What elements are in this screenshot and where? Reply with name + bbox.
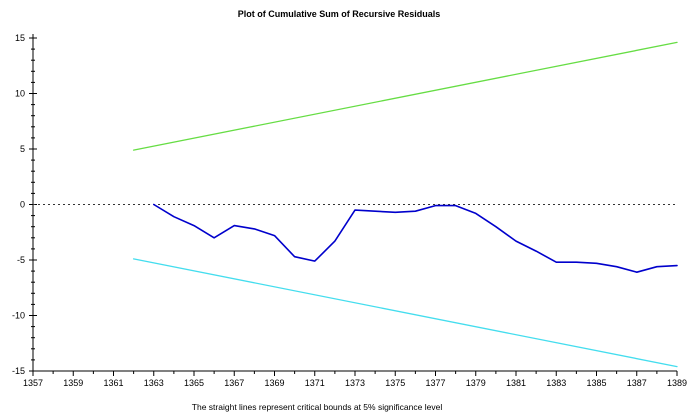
y-tick-label: 15 (15, 33, 25, 43)
x-tick-label: 1381 (506, 378, 526, 388)
x-tick-label: 1367 (224, 378, 244, 388)
x-tick-label: 1365 (184, 378, 204, 388)
x-tick-label: 1383 (546, 378, 566, 388)
upper-bound-line (132, 41, 678, 151)
x-tick-label: 1385 (586, 378, 606, 388)
y-tick-label: 0 (20, 200, 25, 210)
y-tick-label: -15 (12, 366, 25, 376)
x-tick-label: 1371 (305, 378, 325, 388)
cusum-line (153, 203, 678, 274)
x-tick-label: 1357 (23, 378, 43, 388)
x-tick-label: 1377 (425, 378, 445, 388)
x-tick-label: 1379 (466, 378, 486, 388)
x-tick-label: 1359 (63, 378, 83, 388)
x-ticks: 1357 1359 1361 1363 1365 1367 1369 1371 1373 1375… (23, 371, 687, 388)
chart-title: Plot of Cumulative Sum of Recursive Resi… (238, 9, 441, 19)
x-tick-label: 1363 (144, 378, 164, 388)
x-tick-label: 1373 (345, 378, 365, 388)
x-tick-label: 1375 (385, 378, 405, 388)
y-tick-label: -5 (17, 255, 25, 265)
chart-caption: The straight lines represent critical bo… (192, 402, 443, 412)
y-tick-label: 10 (15, 89, 25, 99)
series-group (132, 41, 678, 368)
y-tick-label: 5 (20, 144, 25, 154)
x-tick-label: 1361 (103, 378, 123, 388)
x-tick-label: 1369 (264, 378, 284, 388)
lower-bound-line (132, 258, 678, 368)
x-tick-label: 1387 (627, 378, 647, 388)
x-tick-label: 1389 (667, 378, 687, 388)
y-tick-label: -10 (12, 311, 25, 321)
y-ticks: -15 -10 -5 0 5 10 15 (12, 33, 37, 376)
